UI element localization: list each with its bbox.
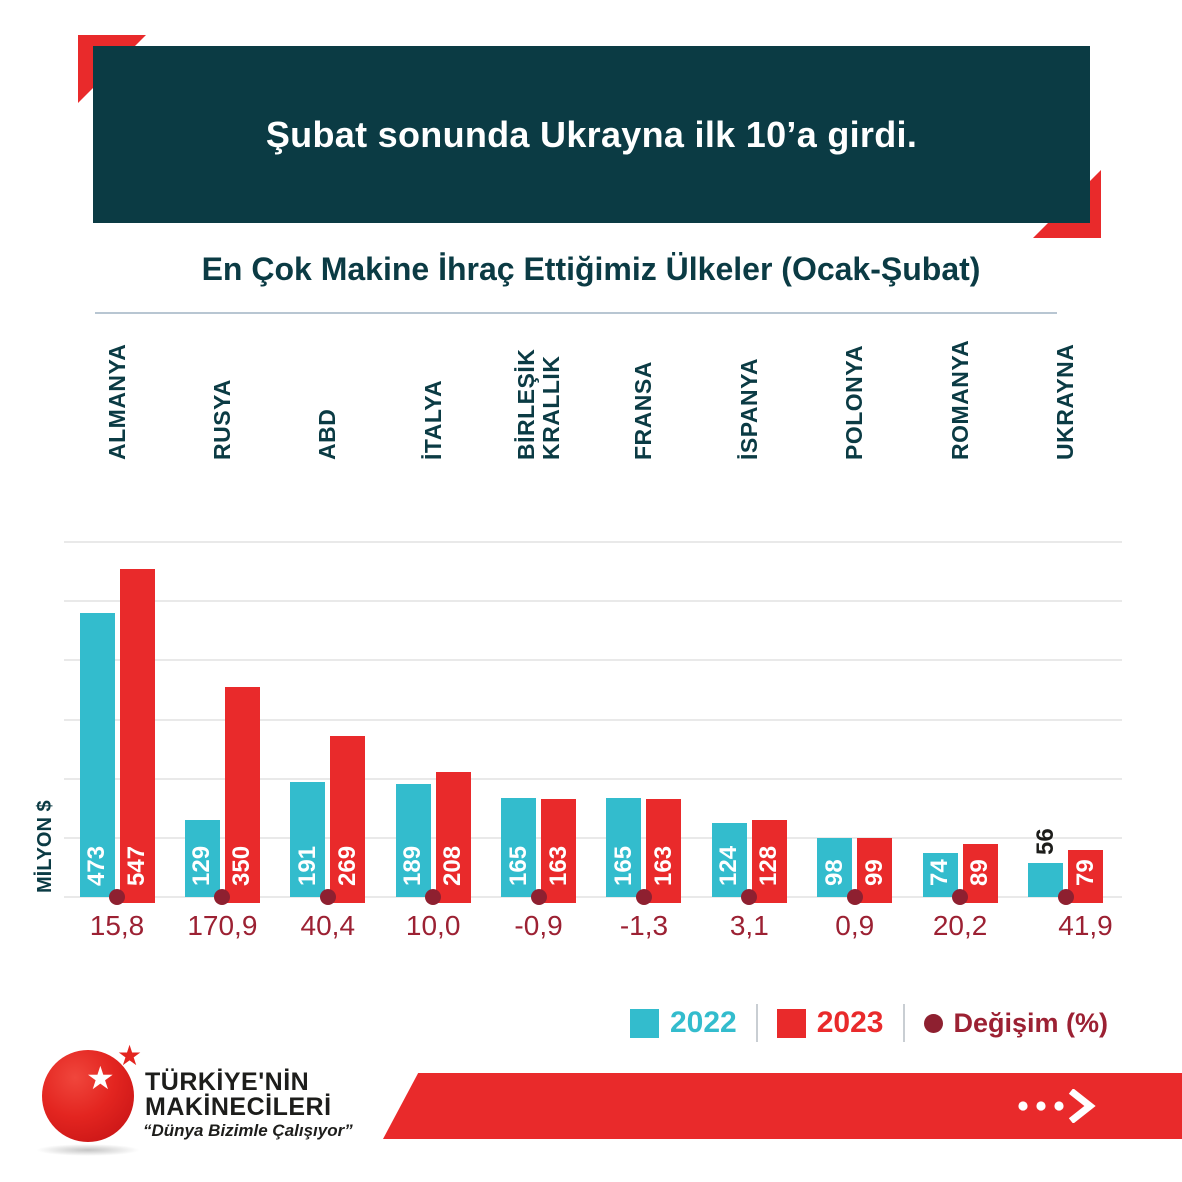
change-dot <box>214 889 231 905</box>
chart-legend: 2022 2023 Değişim (%) <box>630 1004 1108 1042</box>
legend-label-change: Değişim (%) <box>953 1007 1109 1038</box>
change-value-label: 40,4 <box>300 910 356 941</box>
page-title: Şubat sonunda Ukrayna ilk 10’a girdi. <box>265 113 918 155</box>
legend-divider <box>902 1004 905 1042</box>
bar-2023 <box>224 687 260 903</box>
gridline <box>64 600 1122 603</box>
bar-2022 <box>711 822 747 897</box>
bar-2023 <box>330 735 366 903</box>
logo-shadow <box>36 1144 140 1156</box>
gridline <box>64 836 1122 839</box>
change-value-label: 10,0 <box>405 910 461 941</box>
change-dot <box>425 889 442 905</box>
change-value-label: 0,9 <box>835 910 875 941</box>
change-value-label: 15,8 <box>89 910 145 941</box>
bar-2022 <box>395 783 431 897</box>
chart-title: En Çok Makine İhraç Ettiğimiz Ülkeler (O… <box>201 251 981 287</box>
legend-change-dot-icon <box>923 1013 943 1033</box>
brand-logo <box>42 1050 134 1142</box>
divider-line <box>95 312 1057 314</box>
legend-divider <box>755 1004 758 1042</box>
gridline <box>64 718 1122 721</box>
bar-2022 <box>290 782 326 897</box>
bar-2022 <box>184 819 220 897</box>
change-dot <box>1057 889 1074 905</box>
star-icon: ★ <box>117 1040 143 1071</box>
bar-2023 <box>435 772 471 903</box>
bar-2023 <box>646 799 682 903</box>
change-dot <box>319 889 336 905</box>
bar-2023 <box>541 799 577 903</box>
footer-ribbon <box>383 1073 1182 1139</box>
bar-2023 <box>119 568 155 903</box>
bar-2022 <box>606 798 642 897</box>
change-dot <box>109 889 125 905</box>
change-dot <box>635 889 652 905</box>
star-icon: ★ <box>86 1060 115 1096</box>
bar-2022 <box>1028 863 1063 897</box>
legend-swatch-2022 <box>630 1008 659 1038</box>
change-value-label: -1,3 <box>619 910 669 941</box>
brand-name-line1: TÜRKİYE'NİN <box>145 1068 310 1096</box>
gridline <box>64 659 1122 662</box>
change-dot <box>952 889 969 905</box>
arrow-right-icon <box>1018 1089 1096 1123</box>
gridline <box>64 896 1122 898</box>
change-value-label: 170,9 <box>187 910 258 941</box>
change-value-label: -0,9 <box>514 910 563 941</box>
change-dot <box>846 889 863 905</box>
bar-2022 <box>79 613 115 897</box>
legend-label-2022: 2022 <box>670 1006 737 1039</box>
gridline <box>64 777 1122 780</box>
bar-2022 <box>922 852 958 897</box>
legend-swatch-2023 <box>776 1008 806 1038</box>
bar-2023 <box>1068 849 1103 903</box>
change-value-label: 20,2 <box>932 910 988 941</box>
bar-2022 <box>817 838 853 897</box>
change-value-label: 3,1 <box>729 910 769 941</box>
bar-2023 <box>962 843 998 903</box>
change-value-label: 41,9 <box>1058 910 1113 941</box>
bar-2023 <box>751 820 787 903</box>
bar-2022 <box>501 798 537 897</box>
change-dot <box>741 889 758 905</box>
gridline <box>64 541 1122 543</box>
bar-2023 <box>857 837 893 903</box>
title-banner: Şubat sonunda Ukrayna ilk 10’a girdi. <box>93 46 1090 223</box>
brand-name-line2: MAKİNECİLERİ <box>145 1093 332 1121</box>
change-dot <box>530 889 547 905</box>
brand-tagline: “Dünya Bizimle Çalışıyor” <box>143 1121 353 1140</box>
legend-label-2023: 2023 <box>816 1006 884 1039</box>
